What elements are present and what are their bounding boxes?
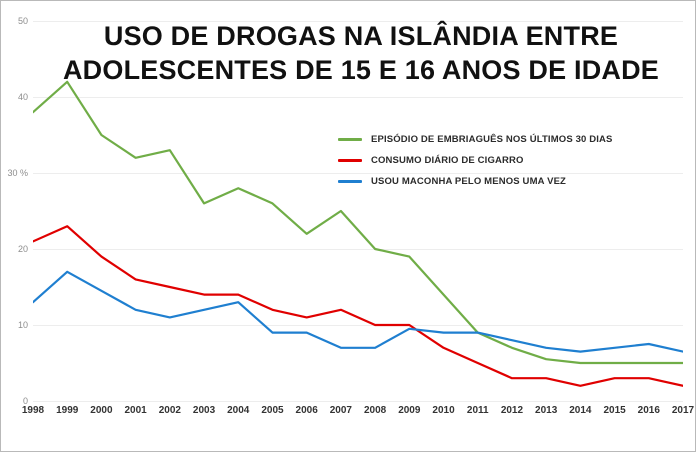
y-axis-tick-label: 40 [17,92,28,102]
gridline [33,21,683,22]
series-line [33,272,683,352]
y-axis-tick-label: 0 [22,396,28,406]
legend-item[interactable]: USOU MACONHA PELO MENOS UMA VEZ [338,171,613,192]
legend-color-swatch-icon [338,138,362,141]
legend-item-label: EPISÓDIO DE EMBRIAGUÊS NOS ÚLTIMOS 30 DI… [371,134,613,145]
legend-item-label: USOU MACONHA PELO MENOS UMA VEZ [371,176,567,187]
x-axis-tick-label: 2011 [466,405,489,416]
x-axis-tick-label: 2010 [432,405,455,416]
x-axis-tick-label: 2002 [158,405,181,416]
series-line [33,226,683,386]
x-axis-tick-label: 1998 [21,405,45,416]
y-axis-tick-label: 10 [17,320,28,330]
gridline [33,325,683,326]
gridline [33,249,683,250]
y-axis-tick-label: 30 % [7,168,28,178]
x-axis-tick-label: 2009 [398,405,421,416]
x-axis-tick-label: 2006 [295,405,318,416]
x-axis-tick-label: 2005 [261,405,284,416]
gridline [33,97,683,98]
series-lines [33,21,683,401]
x-axis-labels: 1998 1999 2000 2001 2002 2003 2004 2005 2006 2007… [22,405,694,425]
gridline [33,401,683,402]
legend-item[interactable]: CONSUMO DIÁRIO DE CIGARRO [338,150,613,171]
x-axis-tick-label: 2003 [192,405,216,416]
x-axis-tick-label: 2017 [671,405,695,416]
chart-legend: EPISÓDIO DE EMBRIAGUÊS NOS ÚLTIMOS 30 DI… [338,129,613,192]
x-axis-tick-label: 2012 [500,405,524,416]
legend-item-label: CONSUMO DIÁRIO DE CIGARRO [371,155,524,166]
x-axis-tick-label: 2015 [603,405,626,416]
x-axis-tick-label: 2004 [227,405,250,416]
legend-item[interactable]: EPISÓDIO DE EMBRIAGUÊS NOS ÚLTIMOS 30 DI… [338,129,613,150]
x-axis-tick-label: 2001 [124,405,147,416]
plot-area: 0 10 20 30 % 40 50 [7,16,683,406]
y-axis-tick-label: 20 [17,244,28,254]
gridlines-and-y-axis: 0 10 20 30 % 40 50 [7,16,683,406]
x-axis-tick-label: 2000 [90,405,113,416]
x-axis-tick-label: 1999 [56,405,79,416]
x-axis-tick-label: 2008 [363,405,387,416]
legend-color-swatch-icon [338,180,362,183]
x-axis-tick-label: 2016 [637,405,660,416]
x-axis-tick-label: 2013 [535,405,558,416]
series-line [33,82,683,363]
legend-color-swatch-icon [338,159,362,162]
gridline [33,173,683,174]
y-axis-tick-label: 50 [17,16,28,26]
x-axis-tick-label: 2007 [329,405,352,416]
x-axis-tick-label: 2014 [569,405,592,416]
